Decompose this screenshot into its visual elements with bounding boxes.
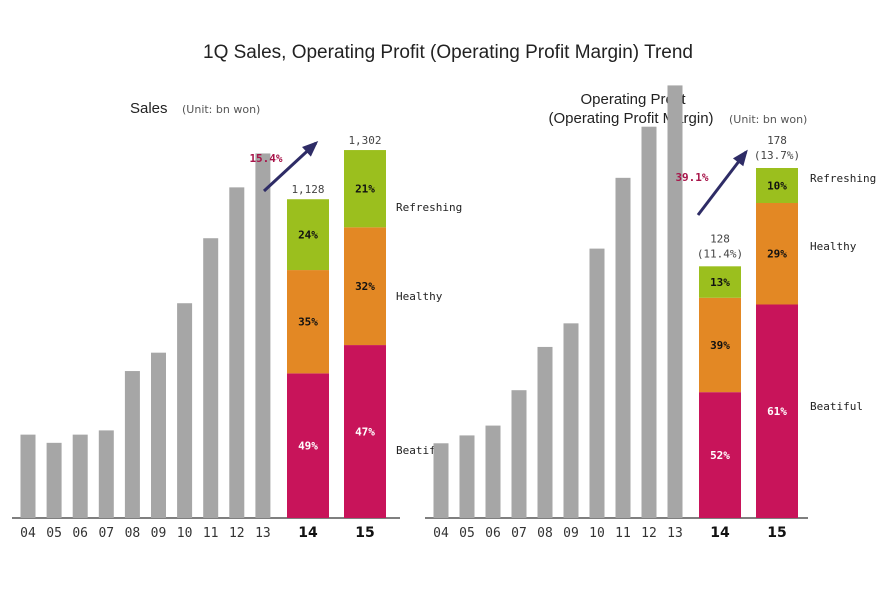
x-tick-label: 09 [563,526,579,541]
chart-title: 1Q Sales, Operating Profit (Operating Pr… [203,42,693,63]
bar-10 [589,248,605,519]
x-tick-label: 10 [589,526,605,541]
x-tick-label: 06 [72,526,88,541]
bar-12 [229,187,245,518]
x-tick-label: 08 [537,526,553,541]
bar-08 [124,371,140,518]
legend-refreshing: Refreshing [810,172,876,185]
margin-label-14: (11.4%) [697,247,743,260]
bar-13 [667,85,683,518]
segment-share-label: 35% [298,316,318,329]
bar-11 [203,238,219,518]
bar-07 [98,430,114,518]
x-tick-label: 11 [615,526,631,541]
bar-05 [46,442,62,518]
bar-08 [537,346,553,518]
x-tick-label: 05 [46,526,62,541]
segment-share-label: 52% [710,449,730,462]
segment-share-label: 10% [767,179,787,192]
segment-share-label: 47% [355,426,375,439]
sales-panel-title: Sales [130,100,168,117]
x-tick-label: 15 [767,525,786,541]
growth-rate-label: 15.4% [249,152,282,165]
sales-panel: 04 05 06 07 08 09 10 11 12 13 49% 35% 24% 1,128 14 47% 3… [12,134,462,541]
legend-healthy: Healthy [396,290,443,303]
legend-refreshing: Refreshing [396,201,462,214]
segment-share-label: 29% [767,248,787,261]
stacked-segment-14-refreshing [699,266,741,298]
stacked-segment-15-healthy [344,227,386,346]
x-tick-label: 10 [177,526,193,541]
bar-12 [641,126,657,518]
operating-profit-panel: 04 05 06 07 08 09 10 11 12 13 52% 39% 13% 128 (11.4%) 1… [425,85,876,541]
x-tick-label: 05 [459,526,475,541]
total-label-15: 1,302 [348,134,381,147]
margin-label-15: (13.7%) [754,149,800,162]
stacked-segment-14-beatiful [287,373,329,518]
stacked-segment-15-refreshing [344,150,386,228]
bar-04 [20,434,36,518]
segment-share-label: 39% [710,339,730,352]
segment-share-label: 61% [767,405,787,418]
stacked-segment-15-beatiful [756,304,798,518]
stacked-segment-15-healthy [756,202,798,305]
x-tick-label: 08 [125,526,141,541]
legend-healthy: Healthy [810,240,857,253]
growth-rate-label: 39.1% [675,171,708,184]
x-tick-label: 14 [710,525,730,541]
stacked-segment-14-beatiful [699,392,741,518]
stacked-segment-14-healthy [287,270,329,374]
stacked-segment-15-beatiful [344,345,386,518]
sales-unit-label: (Unit: bn won) [182,103,260,116]
growth-arrow-head [732,149,748,167]
profit-unit-label: (Unit: bn won) [729,113,807,126]
x-tick-label: 14 [298,525,318,541]
stacked-segment-14-healthy [699,297,741,393]
total-label-14: 128 [710,232,730,245]
bar-11 [615,177,631,519]
segment-share-label: 24% [298,229,318,242]
x-tick-label: 13 [667,526,683,541]
x-tick-label: 07 [511,526,527,541]
bar-10 [177,303,193,518]
x-tick-label: 12 [641,526,657,541]
x-tick-label: 09 [151,526,167,541]
growth-arrow-head [302,140,319,157]
x-tick-label: 06 [485,526,501,541]
x-tick-label: 04 [433,526,449,541]
growth-arrow [696,151,748,216]
segment-share-label: 13% [710,276,730,289]
legend-beatiful: Beatiful [810,400,863,413]
profit-panel-title: Operating Profit [580,91,686,108]
bar-06 [485,425,501,518]
bar-09 [563,323,579,518]
bar-07 [511,390,527,518]
bar-05 [459,435,475,518]
x-tick-label: 15 [355,525,374,541]
stacked-segment-15-refreshing [756,167,798,203]
x-tick-label: 04 [20,526,36,541]
bar-04 [433,443,449,518]
bar-13 [255,153,271,519]
total-label-14: 1,128 [291,183,324,196]
x-tick-label: 12 [229,526,245,541]
x-tick-label: 07 [98,526,114,541]
segment-share-label: 32% [355,280,375,293]
bar-09 [151,352,166,518]
profit-panel-subtitle: (Operating Profit Margin) [548,110,713,127]
stacked-segment-14-refreshing [287,199,329,271]
x-tick-label: 11 [203,526,219,541]
x-tick-label: 13 [255,526,271,541]
bar-06 [72,434,88,518]
segment-share-label: 21% [355,183,375,196]
segment-share-label: 49% [298,440,318,453]
total-label-15: 178 [767,134,787,147]
